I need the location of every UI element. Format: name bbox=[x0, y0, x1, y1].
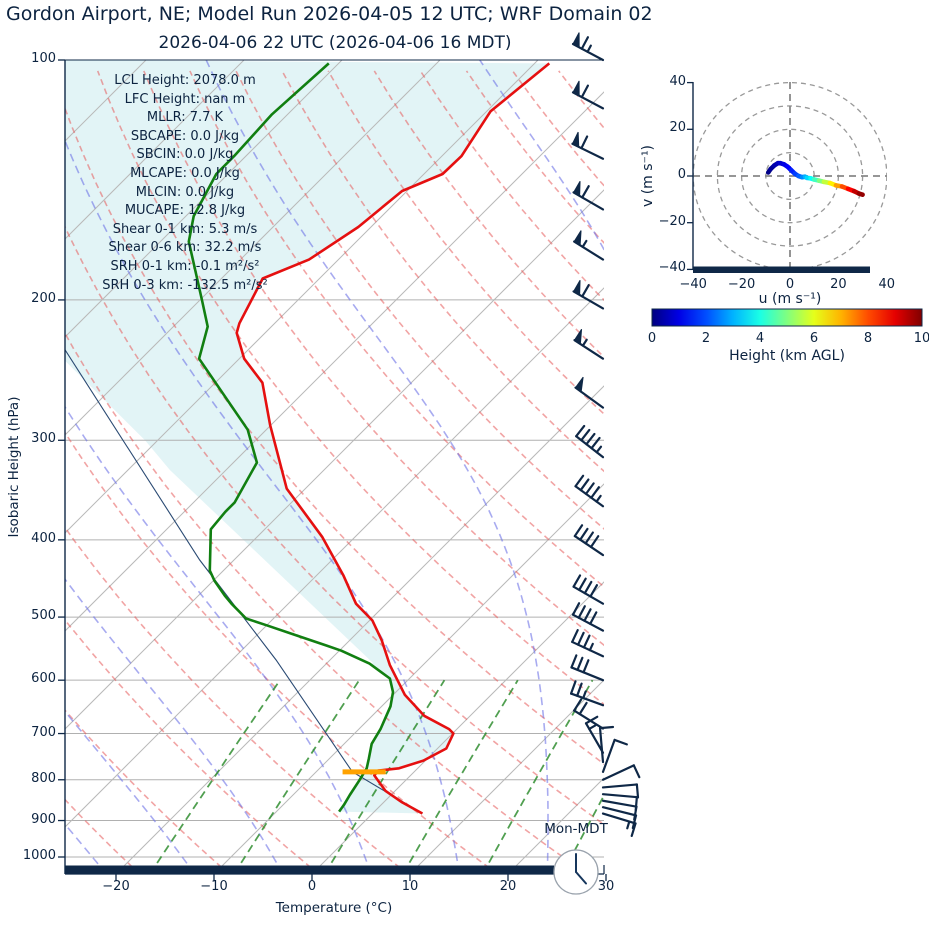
tick-label: 4 bbox=[755, 331, 765, 346]
tick-label: 800 bbox=[31, 770, 56, 786]
tick-label: −20 bbox=[727, 277, 756, 292]
tick-label: 100 bbox=[31, 51, 56, 66]
tick-label: 40 bbox=[669, 73, 686, 89]
tick-label: 1000 bbox=[22, 848, 56, 863]
indices-panel: LCL Height: 2078.0 m LFC Height: nan m MLL… bbox=[45, 72, 325, 295]
tick-label: −40 bbox=[658, 260, 686, 276]
tick-label: 2 bbox=[701, 331, 711, 346]
skewt-y-axis-label: Isobaric Height (hPa) bbox=[6, 396, 22, 538]
index-line: LFC Height: nan m bbox=[124, 91, 246, 107]
index-line: Shear 0-1 km: 5.3 m/s bbox=[112, 221, 258, 237]
tick-label: −10 bbox=[200, 879, 228, 894]
tick-label: 6 bbox=[809, 331, 819, 346]
index-line: SBCAPE: 0.0 J/kg bbox=[130, 128, 240, 144]
index-line: SRH 0-1 km: -0.1 m²/s² bbox=[110, 258, 260, 274]
tick-label: 10 bbox=[401, 879, 419, 894]
tick-label: 10 bbox=[913, 331, 929, 346]
index-line: SBCIN: 0.0 J/kg bbox=[136, 147, 234, 163]
colorbar-label: Height (km AGL) bbox=[729, 348, 845, 364]
tick-label: 400 bbox=[31, 530, 56, 546]
index-line: MLLR: 7.7 K bbox=[146, 110, 224, 126]
tick-label: 200 bbox=[31, 290, 56, 306]
tick-label: −20 bbox=[658, 213, 686, 229]
tick-label: 20 bbox=[499, 879, 517, 894]
index-line: MLCAPE: 0.0 J/kg bbox=[130, 165, 240, 181]
tick-label: 30 bbox=[597, 879, 615, 894]
tick-label: −20 bbox=[102, 879, 130, 894]
tick-label: 20 bbox=[669, 120, 686, 136]
tick-label: 900 bbox=[31, 811, 56, 827]
tick-label: 8 bbox=[863, 331, 873, 346]
valid-time-subtitle: 2026-04-06 22 UTC (2026-04-06 16 MDT) bbox=[158, 33, 512, 53]
tick-label: −40 bbox=[679, 277, 707, 292]
tick-label: 20 bbox=[830, 277, 847, 292]
tick-label: 300 bbox=[31, 431, 56, 447]
timezone-clock-label: Mon-MDT bbox=[544, 821, 608, 837]
tick-label: 500 bbox=[31, 608, 56, 624]
index-line: MLCIN: 0.0 J/kg bbox=[135, 184, 235, 200]
tick-label: 0 bbox=[677, 167, 686, 182]
tick-label: 0 bbox=[785, 277, 795, 292]
index-line: MUCAPE: 12.8 J/kg bbox=[124, 203, 246, 219]
page-title: Gordon Airport, NE; Model Run 2026-04-05… bbox=[6, 3, 653, 25]
index-line: Shear 0-6 km: 32.2 m/s bbox=[108, 240, 262, 256]
tick-label: 600 bbox=[31, 671, 56, 687]
tick-label: 700 bbox=[31, 724, 56, 740]
index-line: LCL Height: 2078.0 m bbox=[114, 73, 256, 88]
tick-label: 0 bbox=[307, 879, 317, 894]
tick-label: 0 bbox=[647, 331, 657, 346]
index-line: SRH 0-3 km: -132.5 m²/s² bbox=[102, 277, 268, 293]
tick-label: 40 bbox=[878, 277, 896, 292]
hodograph-x-axis-label: u (m s⁻¹) bbox=[758, 291, 822, 307]
skewt-x-axis-label: Temperature (°C) bbox=[275, 900, 393, 916]
